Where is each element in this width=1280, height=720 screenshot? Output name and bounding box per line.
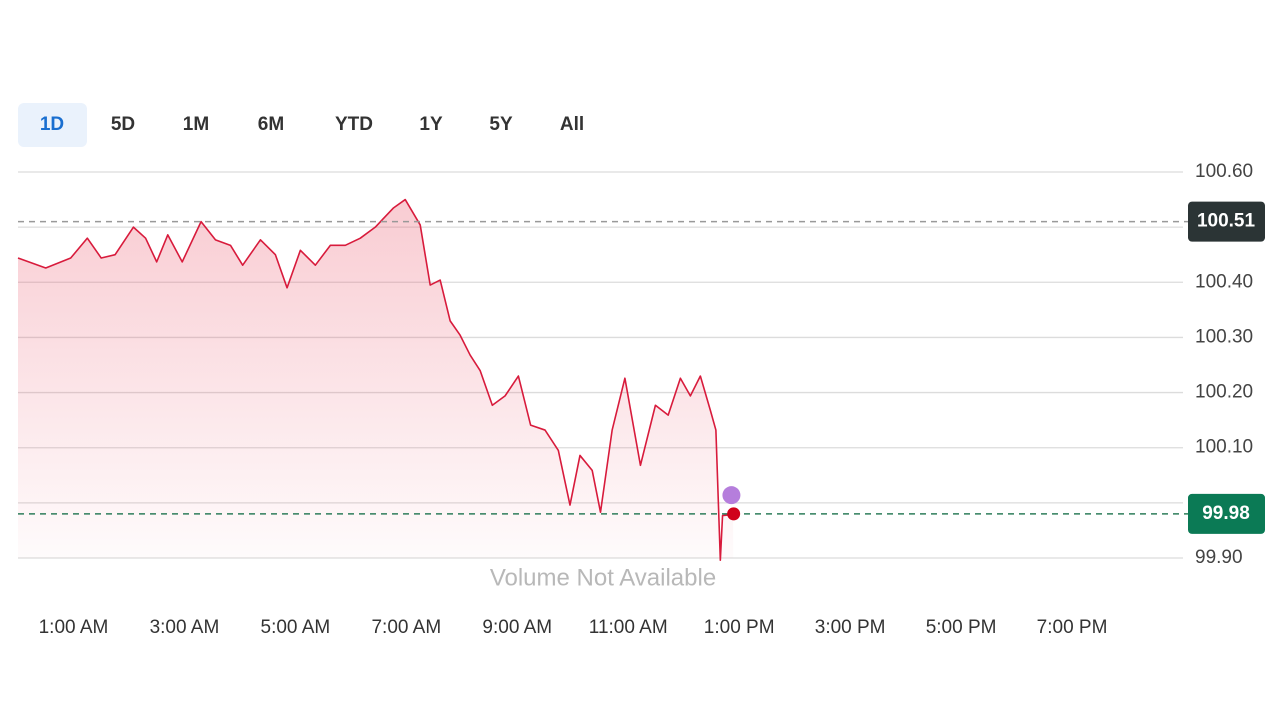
x-tick-label: 1:00 AM (39, 617, 109, 638)
annotation: Volume Not Available (490, 564, 716, 591)
range-button[interactable]: All (560, 114, 584, 135)
range-button[interactable]: 1D (40, 114, 64, 135)
price-badge-label: 99.98 (1202, 503, 1250, 524)
y-tick-label: 100.60 (1195, 161, 1253, 182)
x-tick-label: 5:00 PM (926, 617, 997, 638)
marker (727, 507, 741, 521)
y-tick-label: 100.30 (1195, 326, 1253, 347)
range-button[interactable]: YTD (335, 114, 373, 135)
y-tick-label: 100.20 (1195, 382, 1253, 403)
y-tick-label: 99.90 (1195, 547, 1243, 568)
price-badge-label: 100.51 (1197, 211, 1256, 232)
x-tick-label: 9:00 AM (482, 617, 552, 638)
x-tick-label: 7:00 AM (371, 617, 441, 638)
range-button[interactable]: 5D (111, 114, 135, 135)
range-button[interactable]: 5Y (489, 114, 513, 135)
x-tick-label: 1:00 PM (704, 617, 775, 638)
x-tick-label: 3:00 AM (150, 617, 220, 638)
y-tick-label: 100.40 (1195, 271, 1253, 292)
range-button[interactable]: 1Y (419, 114, 443, 135)
y-tick-label: 100.10 (1195, 437, 1253, 458)
marker (722, 486, 741, 505)
range-button[interactable]: 1M (183, 114, 209, 135)
x-tick-label: 3:00 PM (815, 617, 886, 638)
range-button-bg[interactable] (18, 103, 87, 147)
x-tick-label: 5:00 AM (261, 617, 331, 638)
line (17, 198, 734, 562)
x-tick-label: 11:00 AM (589, 617, 668, 638)
price-badge (1188, 201, 1265, 242)
x-tick-label: 7:00 PM (1037, 617, 1108, 638)
area (18, 199, 734, 561)
price-badge (1188, 493, 1265, 534)
range-button[interactable]: 6M (258, 114, 284, 135)
